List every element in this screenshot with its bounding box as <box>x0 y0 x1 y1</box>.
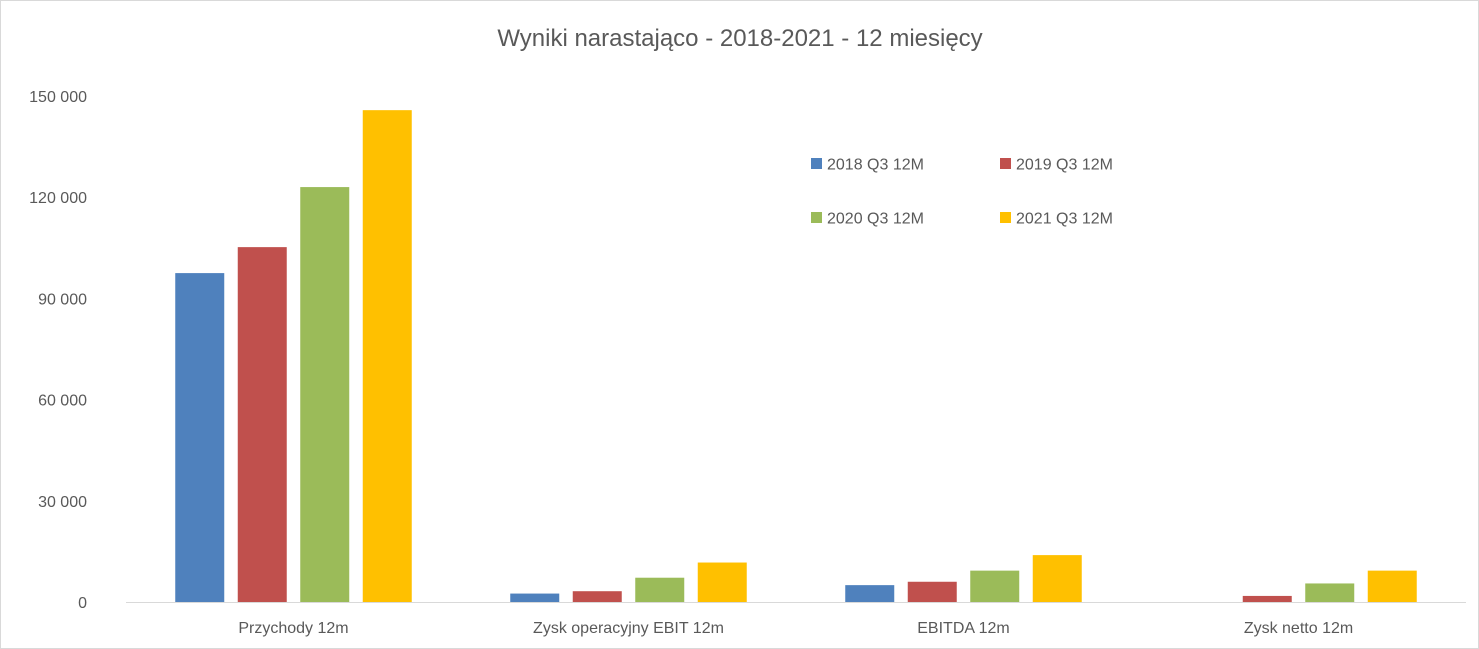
category-label: EBITDA 12m <box>917 620 1009 637</box>
legend-label: 2018 Q3 12M <box>827 157 924 174</box>
y-tick-label: 0 <box>78 595 87 612</box>
y-tick-label: 90 000 <box>38 291 87 308</box>
bar <box>300 187 350 602</box>
bar <box>845 585 895 602</box>
bar <box>907 581 957 602</box>
bar <box>572 591 622 602</box>
chart-title: Wyniki narastająco - 2018-2021 - 12 mies… <box>497 25 982 52</box>
y-tick-label: 60 000 <box>38 393 87 410</box>
category-label: Zysk netto 12m <box>1244 620 1353 637</box>
bar <box>1367 570 1417 602</box>
legend-item: 2021 Q3 12M <box>1000 211 1113 228</box>
legend-swatch <box>811 158 822 169</box>
legend-label: 2021 Q3 12M <box>1016 211 1113 228</box>
legend-label: 2020 Q3 12M <box>827 211 924 228</box>
bar <box>237 247 287 602</box>
category-label: Przychody 12m <box>238 620 348 637</box>
legend-item: 2019 Q3 12M <box>1000 157 1113 174</box>
bar <box>1032 555 1082 602</box>
bar <box>1305 583 1355 602</box>
bar <box>697 562 747 602</box>
bar <box>175 273 225 602</box>
legend-label: 2019 Q3 12M <box>1016 157 1113 174</box>
bar <box>635 577 685 602</box>
legend-item: 2020 Q3 12M <box>811 211 924 228</box>
legend: 2018 Q3 12M 2019 Q3 12M 2020 Q3 12M 2021 Q3… <box>811 157 1113 228</box>
category-label: Zysk operacyjny EBIT 12m <box>533 620 724 637</box>
y-tick-label: 150 000 <box>29 89 87 106</box>
legend-swatch <box>811 212 822 223</box>
y-tick-label: 30 000 <box>38 494 87 511</box>
y-tick-label: 120 000 <box>29 190 87 207</box>
bars-group <box>175 110 1417 602</box>
bar <box>970 570 1020 602</box>
bar <box>1242 595 1292 602</box>
legend-swatch <box>1000 212 1011 223</box>
legend-swatch <box>1000 158 1011 169</box>
bar <box>510 593 560 602</box>
bar <box>362 110 412 602</box>
legend-item: 2018 Q3 12M <box>811 157 924 174</box>
category-labels: Przychody 12m Zysk operacyjny EBIT 12m EBI… <box>238 620 1353 637</box>
y-axis-labels: 0 30 000 60 000 90 000 120 000 150 000 <box>29 89 87 612</box>
